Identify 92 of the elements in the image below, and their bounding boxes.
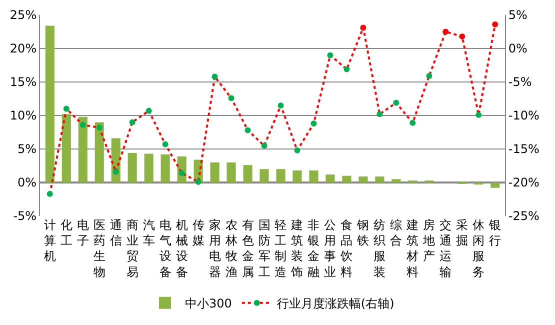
bar [78, 116, 88, 182]
x-tick-label: 房地产 [422, 218, 436, 264]
point [278, 102, 284, 108]
bar [45, 26, 54, 182]
point [63, 106, 70, 112]
point [360, 24, 366, 31]
point [492, 21, 498, 28]
y-tick-label: 25% [10, 8, 37, 22]
x-tick-label: 农林牧渔 [224, 218, 238, 279]
point [261, 142, 268, 149]
x-tick-label: 建筑装饰 [290, 218, 304, 279]
x-tick-label: 医药生物 [93, 218, 106, 279]
point [146, 108, 152, 114]
x-tick-label: 机械设备 [176, 218, 188, 279]
point [228, 95, 234, 102]
point [344, 66, 350, 72]
point [393, 100, 400, 106]
y2-tick-label: -20% [508, 176, 540, 190]
point [410, 120, 416, 126]
x-tick-label: 建筑材料 [406, 218, 419, 279]
point [46, 190, 53, 197]
y-tick-label: 15% [10, 75, 37, 90]
point [195, 178, 202, 185]
x-tick-label: 有色金属 [242, 218, 254, 279]
y2-tick-label: 5% [508, 8, 528, 22]
bar [62, 114, 71, 182]
bar [160, 154, 170, 182]
bar [490, 182, 500, 188]
x-tick-label: 食品饮料 [340, 218, 353, 279]
bar [243, 165, 252, 182]
bar [128, 153, 137, 182]
point [212, 74, 218, 80]
x-tick-label: 轻工制造 [274, 218, 287, 279]
bar [144, 154, 154, 182]
legend-label: 中小300 [185, 296, 232, 311]
bar [392, 179, 401, 182]
bar [375, 176, 384, 182]
y-tick-label: 10% [10, 108, 37, 123]
x-tick-label: 采掘 [456, 218, 468, 248]
point [129, 119, 136, 126]
x-tick-label: 综合 [390, 218, 402, 248]
point [294, 147, 300, 154]
y2-tick-label: -15% [508, 142, 540, 156]
bar [342, 176, 352, 182]
x-tick-label: 电子 [76, 218, 89, 248]
bar [94, 122, 104, 182]
x-tick-label: 电气设备 [159, 218, 172, 279]
x-tick-label: 休闲服务 [472, 218, 485, 279]
x-tick-label: 纺织服装 [374, 218, 386, 279]
bar [309, 170, 318, 182]
x-tick-label: 钢铁 [356, 218, 370, 248]
x-tick-label: 银行 [488, 218, 502, 248]
x-tick-label: 计算机 [44, 218, 56, 264]
bar [210, 162, 220, 182]
point [376, 111, 383, 118]
y2-tick-label: -10% [508, 108, 540, 123]
point [112, 168, 119, 175]
point [80, 122, 86, 128]
point [476, 112, 482, 118]
x-tick-label: 国防军工 [258, 218, 270, 279]
point [442, 28, 449, 35]
y-tick-label: 5% [18, 142, 37, 156]
point [178, 170, 185, 176]
y-tick-label: 0% [18, 176, 37, 190]
point [459, 33, 466, 40]
y2-tick-label: 0% [508, 42, 528, 56]
point [162, 141, 168, 148]
bar [226, 162, 236, 182]
point [327, 52, 334, 58]
x-tick-label: 通信 [110, 218, 122, 248]
bar [276, 169, 286, 182]
bar [358, 176, 368, 182]
bar [326, 174, 335, 182]
x-tick-label: 公用事业 [324, 218, 336, 279]
x-tick-label: 化工 [60, 218, 72, 248]
legend-label: 行业月度涨跌幅(右轴) [276, 296, 394, 311]
bar [292, 170, 302, 182]
bar [260, 169, 269, 182]
x-tick-label: 家用电器 [208, 218, 221, 279]
x-tick-label: 汽车 [142, 218, 155, 248]
x-tick-label: 传媒 [192, 218, 204, 248]
x-tick-label: 交通运输 [440, 218, 452, 279]
y2-tick-label: -5% [508, 75, 532, 90]
x-tick-label: 商业贸易 [126, 218, 138, 279]
point [96, 124, 102, 131]
point [426, 72, 432, 79]
y-tick-label: 20% [10, 42, 37, 56]
y2-tick-label: -25% [508, 209, 540, 224]
x-tick-label: 非银金融 [306, 218, 320, 279]
point [244, 127, 251, 134]
point [310, 120, 317, 127]
y-tick-label: -5% [13, 209, 37, 224]
